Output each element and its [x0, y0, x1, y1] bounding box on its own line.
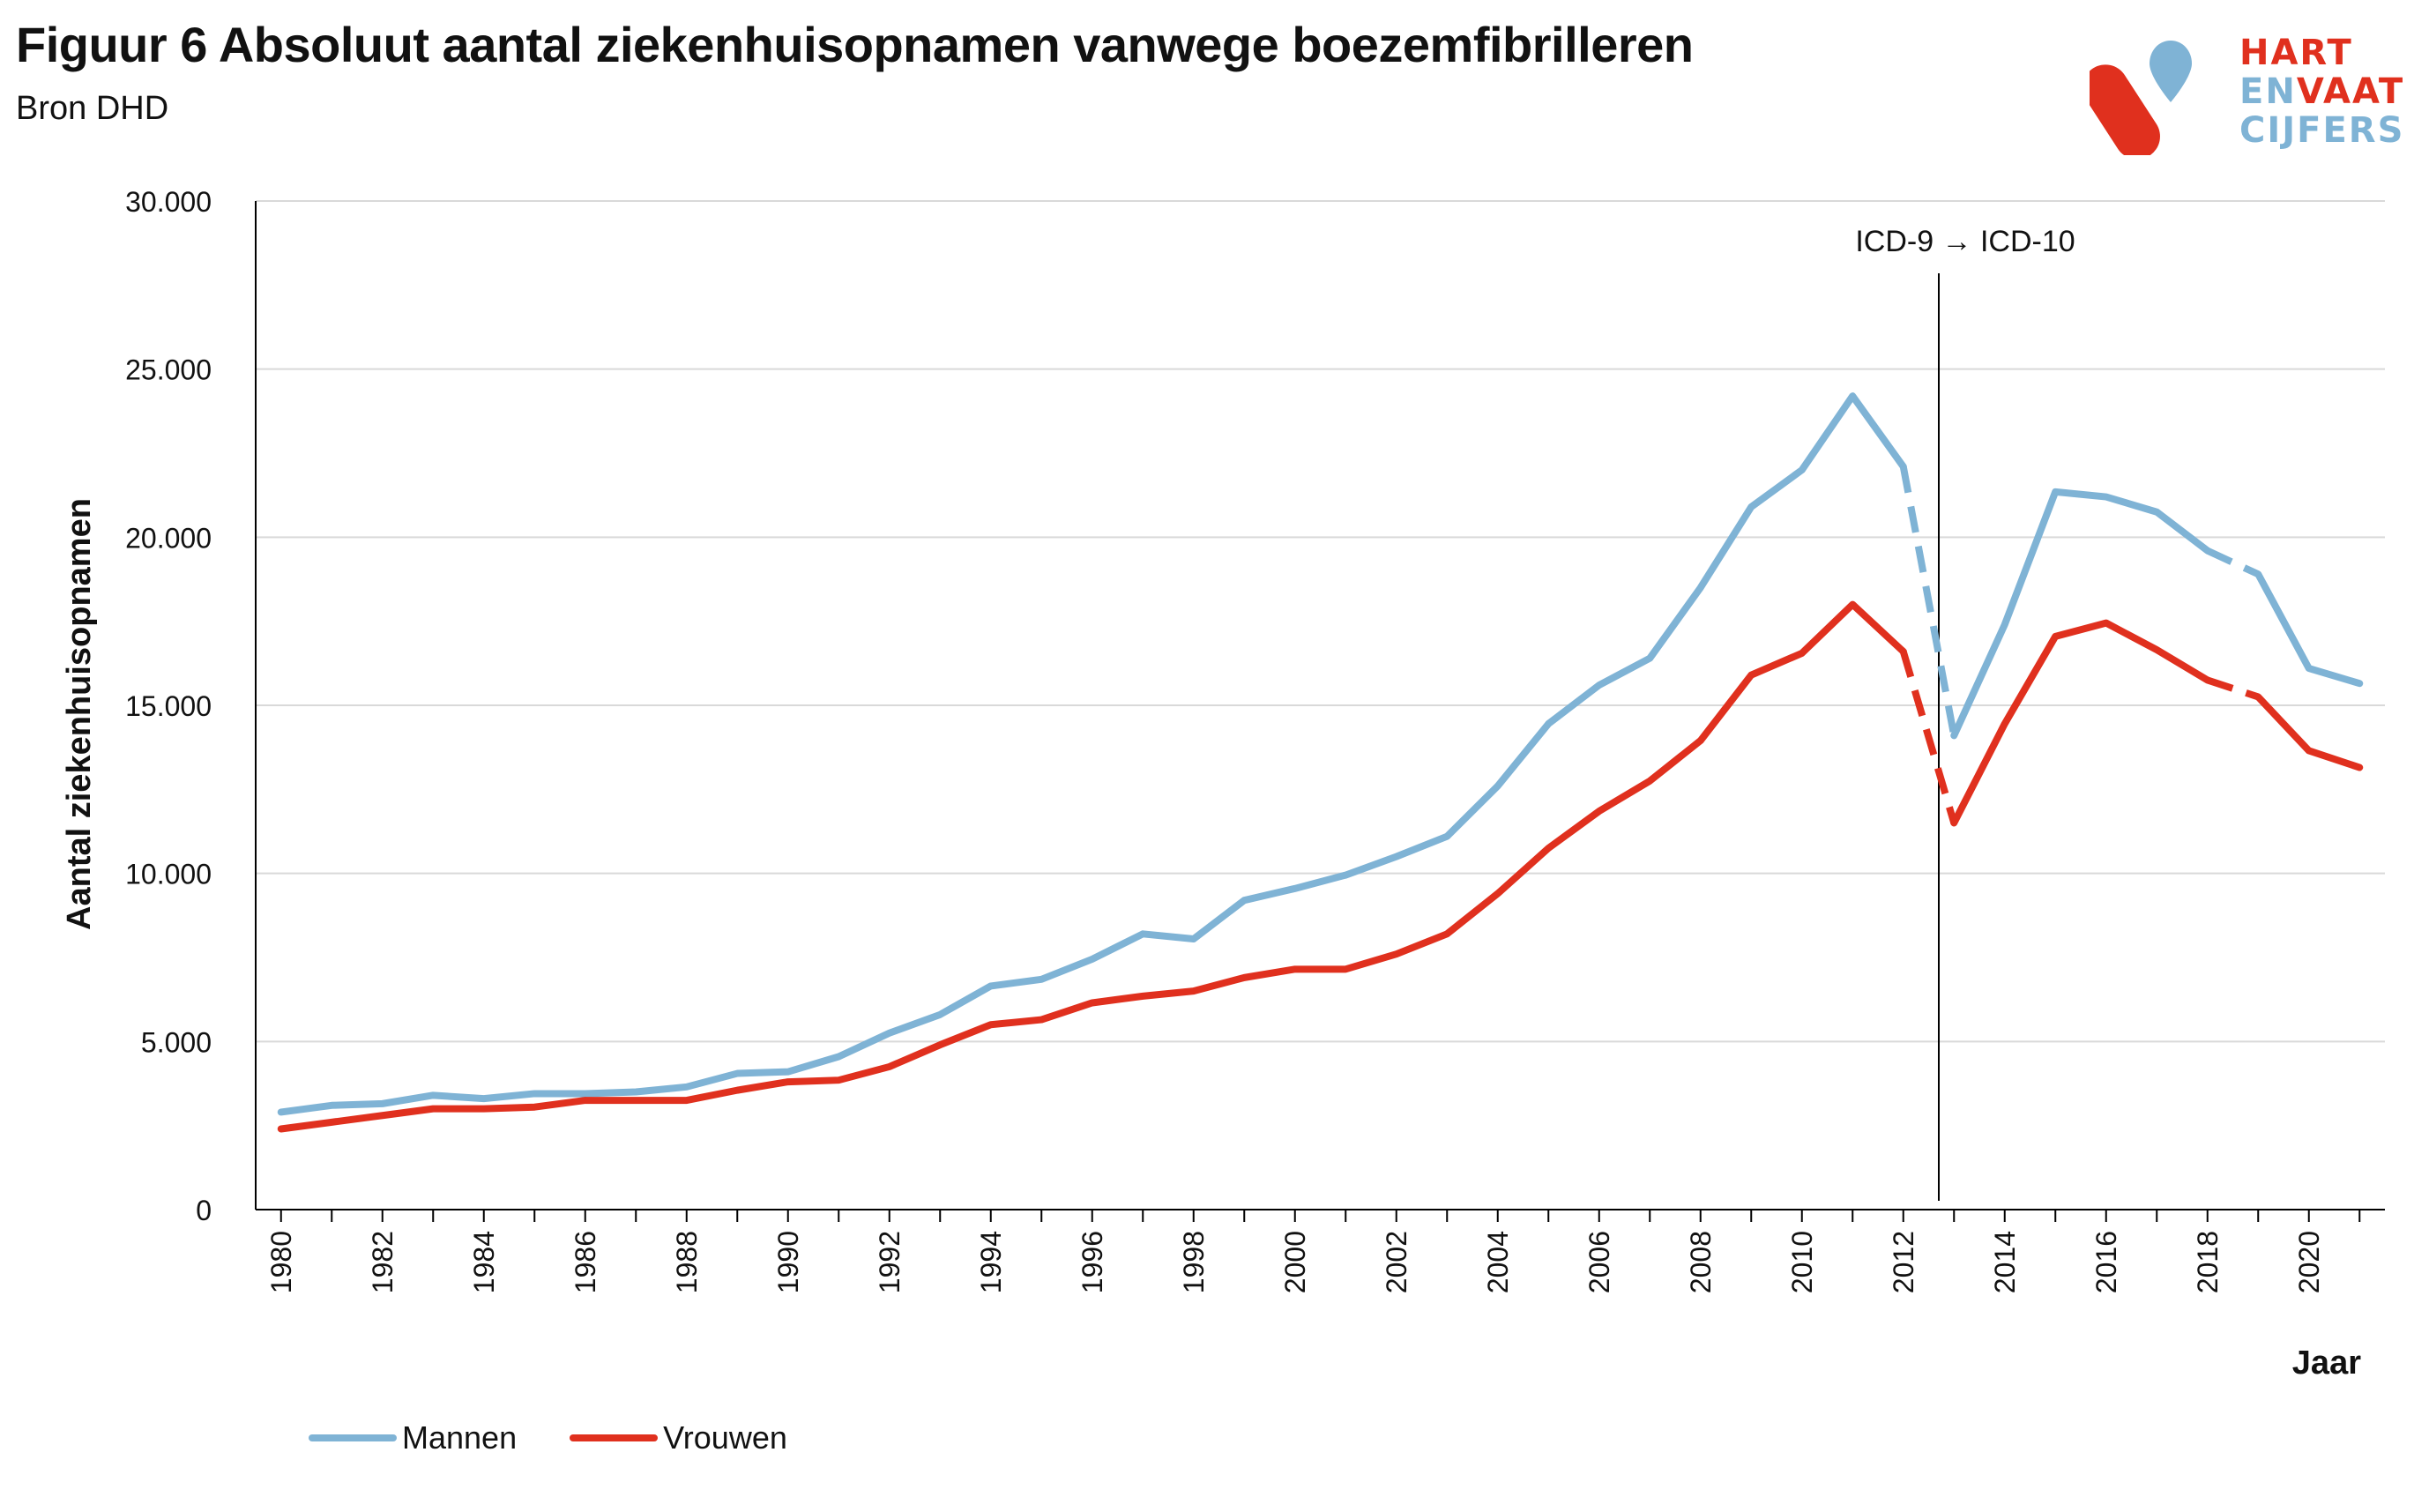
x-tick-label: 1980: [265, 1231, 297, 1293]
series-line-mannen: [1950, 488, 2211, 740]
x-tick-label: 1994: [975, 1231, 1007, 1293]
y-tick-label: 25.000: [125, 354, 212, 386]
x-tick-label: 1982: [367, 1231, 399, 1293]
y-tick-label: 0: [196, 1195, 212, 1226]
x-tick-label: 2004: [1482, 1231, 1514, 1293]
chart-title: Figuur 6 Absoluut aantal ziekenhuisopnam…: [16, 17, 1694, 72]
series-dashed-vrouwen: [2206, 676, 2260, 701]
x-tick-label: 1984: [468, 1231, 500, 1293]
series-line-vrouwen: [2254, 693, 2364, 771]
chart-subtitle: Bron DHD: [16, 90, 169, 127]
x-tick-label: 2008: [1685, 1231, 1717, 1293]
x-axis-label: Jaar: [2292, 1344, 2361, 1382]
series-dashed-mannen: [1899, 466, 1958, 737]
logo-wordmark: HART ENVAAT CIJFERS: [2239, 34, 2404, 150]
y-tick-label: 5.000: [141, 1026, 212, 1058]
legend-swatch-mannen: [309, 1434, 397, 1441]
legend-item-mannen: Mannen: [309, 1419, 517, 1456]
logo-line-1: HART: [2239, 33, 2353, 73]
icd-change-label: ICD-9 → ICD-10: [1855, 225, 2075, 258]
legend-label-vrouwen: Vrouwen: [663, 1419, 787, 1456]
legend: Mannen Vrouwen: [309, 1419, 840, 1456]
x-tick-label: 2020: [2293, 1231, 2325, 1293]
x-tick-label: 1998: [1178, 1231, 1210, 1293]
x-tick-label: 2018: [2192, 1231, 2224, 1293]
x-tick-label: 1986: [570, 1231, 601, 1293]
series-line-mannen: [277, 392, 1907, 1116]
series-line-vrouwen: [1950, 619, 2211, 827]
heart-vessel-logo-icon: [2090, 41, 2192, 155]
y-tick-label: 20.000: [125, 522, 212, 554]
x-tick-label: 2012: [1888, 1231, 1919, 1293]
logo-line-3: CIJFERS: [2239, 110, 2405, 151]
x-tick-label: 2006: [1583, 1231, 1615, 1293]
y-axis-label: Aantal ziekenhuisopnamen: [61, 498, 98, 930]
logo-line-2a: EN: [2239, 71, 2297, 112]
x-tick-label: 2014: [1989, 1231, 2021, 1293]
x-tick-label: 2010: [1786, 1231, 1818, 1293]
x-tick-label: 1996: [1077, 1231, 1108, 1293]
legend-item-vrouwen: Vrouwen: [570, 1419, 787, 1456]
x-tick-label: 2002: [1381, 1231, 1412, 1293]
x-tick-label: 2000: [1279, 1231, 1311, 1293]
series-dashed-mannen: [2206, 547, 2260, 577]
series-line-vrouwen: [277, 600, 1907, 1133]
y-tick-label: 15.000: [125, 690, 212, 722]
x-tick-label: 1992: [874, 1231, 905, 1293]
x-tick-label: 1990: [772, 1231, 804, 1293]
y-tick-label: 10.000: [125, 859, 212, 890]
series-line-mannen: [2254, 570, 2364, 688]
y-tick-label: 30.000: [125, 186, 212, 218]
legend-label-mannen: Mannen: [402, 1419, 518, 1456]
series-dashed-vrouwen: [1899, 650, 1958, 824]
x-tick-label: 2016: [2090, 1231, 2122, 1293]
legend-swatch-vrouwen: [570, 1434, 659, 1441]
logo-line-2b: VAAT: [2296, 71, 2405, 112]
x-tick-label: 1988: [671, 1231, 703, 1293]
